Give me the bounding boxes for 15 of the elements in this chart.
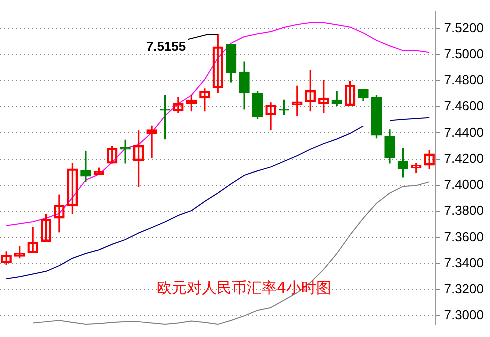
y-tick-label: 7.3400 bbox=[444, 255, 484, 270]
text: 欧元对人民币汇率4小时图 bbox=[157, 279, 332, 298]
y-tick-label: 7.3200 bbox=[444, 282, 484, 297]
y-tick-label: 7.3000 bbox=[444, 308, 484, 323]
annotation: 7.5155 bbox=[146, 39, 186, 54]
candlestick bbox=[80, 150, 92, 182]
y-tick-label: 7.5200 bbox=[444, 20, 484, 36]
y-tick-label: 7.3600 bbox=[444, 229, 484, 244]
y-tick-label: 7.4600 bbox=[444, 98, 484, 114]
y-tick-label: 7.4800 bbox=[444, 72, 484, 88]
y-tick-label: 7.3800 bbox=[444, 203, 484, 218]
y-tick-label: 7.4200 bbox=[444, 150, 484, 166]
y-tick-label: 7.4400 bbox=[444, 124, 484, 140]
y-tick-label: 7.4000 bbox=[444, 177, 484, 192]
y-tick-label: 7.5000 bbox=[444, 46, 484, 62]
